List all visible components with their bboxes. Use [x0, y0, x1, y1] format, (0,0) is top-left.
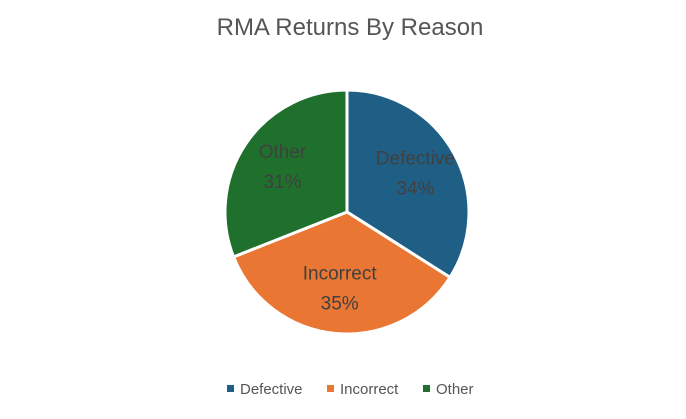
legend-swatch	[227, 385, 234, 392]
legend-item-other: Other	[423, 381, 474, 398]
pie-slice-other	[223, 88, 349, 259]
data-label-percent: 31%	[263, 172, 301, 193]
chart-title: RMA Returns By Reason	[217, 14, 484, 41]
legend-item-incorrect: Incorrect	[327, 381, 399, 398]
legend-swatch	[423, 385, 430, 392]
data-label-category: Other	[259, 142, 307, 163]
pie-slice-incorrect	[231, 210, 453, 336]
data-label-category: Defective	[376, 148, 455, 169]
data-label-category: Incorrect	[303, 264, 378, 285]
legend-item-defective: Defective	[227, 381, 303, 398]
legend-swatch	[327, 385, 334, 392]
pie-data-labels: Defective 34% Incorrect 35% Other 31%	[259, 142, 455, 315]
legend-label: Incorrect	[340, 381, 399, 398]
legend-label: Other	[436, 381, 474, 398]
legend-label: Defective	[240, 381, 303, 398]
chart-legend: Defective Incorrect Other	[227, 381, 474, 398]
pie-slices	[223, 88, 471, 336]
data-label-percent: 34%	[396, 178, 434, 199]
data-label-percent: 35%	[321, 294, 359, 315]
